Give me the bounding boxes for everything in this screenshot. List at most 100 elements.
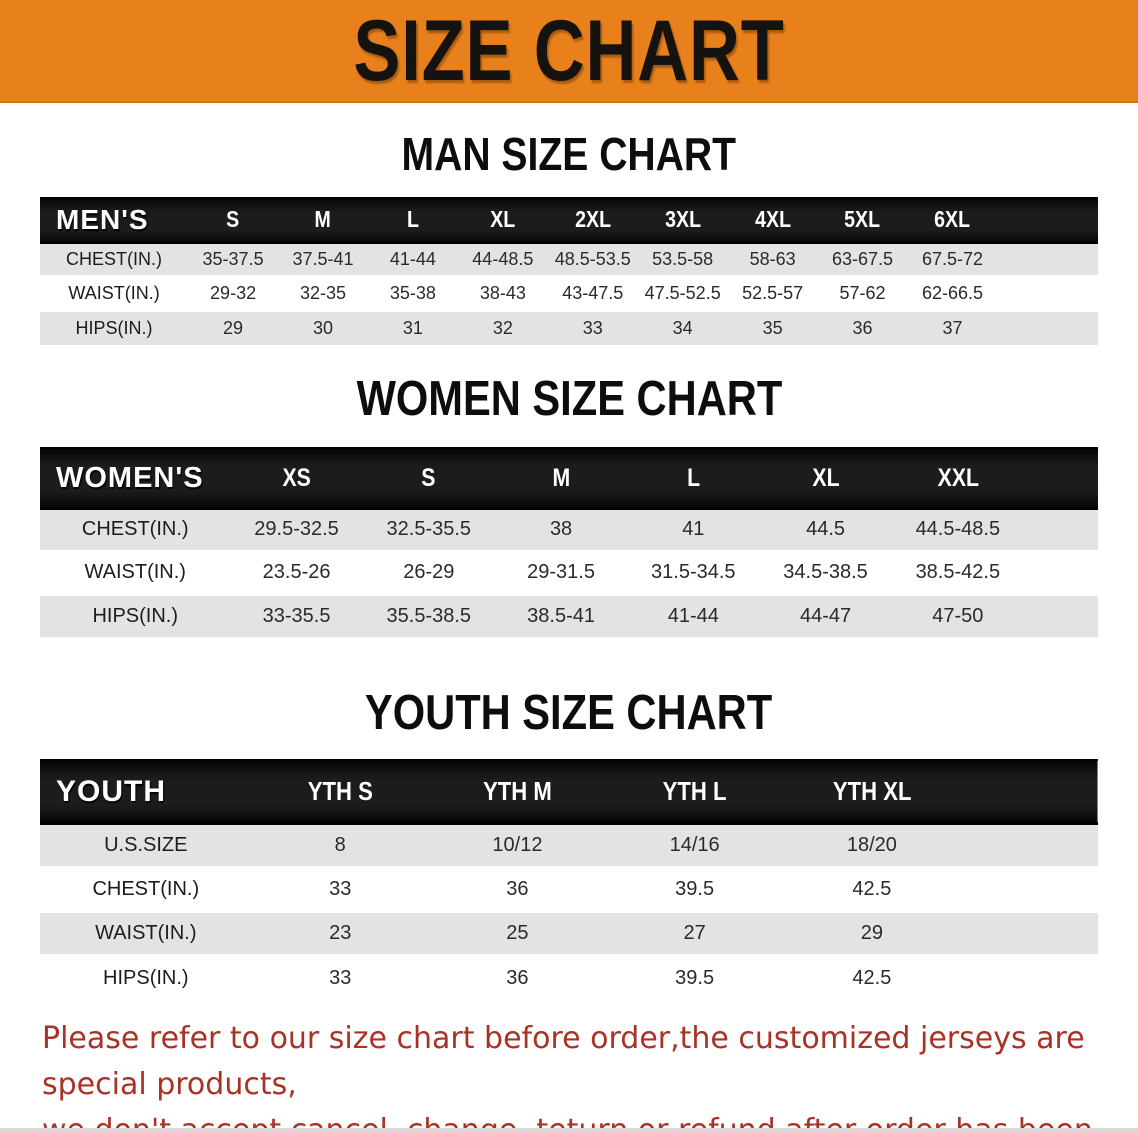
size-column-header: XL <box>457 196 548 245</box>
size-column-header-text: YTH M <box>483 776 552 807</box>
size-value-cell: 38 <box>549 518 573 541</box>
size-column-header-text: 3XL <box>664 206 701 233</box>
size-column-header: M <box>494 447 628 510</box>
size-value-cell: 44-47 <box>799 605 852 628</box>
measurement-row: CHEST(IN.) 33 36 39.5 42.5 <box>40 867 1098 912</box>
row-label: CHEST(IN.) <box>81 518 189 541</box>
size-column-header-text: XXL <box>937 463 979 492</box>
section-title-women: WOMEN SIZE CHART <box>0 372 1138 427</box>
section-title-women-text: WOMEN SIZE CHART <box>356 371 782 426</box>
size-value-cell: 36 <box>506 966 529 989</box>
men-size-table: MEN'S S M L XL 2XL 3XL 4XL 5XL 6XL CHEST(IN.) 35-37… <box>40 196 1099 345</box>
size-column-header-text: S <box>421 463 436 492</box>
size-value-cell: 32 <box>492 317 513 338</box>
size-value-cell: 36 <box>506 877 529 900</box>
size-value-cell: 30 <box>312 317 333 338</box>
size-value-cell: 33 <box>329 877 352 900</box>
size-column-header-text: 5XL <box>844 206 881 233</box>
size-column-header-text: XL <box>811 463 840 492</box>
banner: SIZE CHART <box>0 0 1138 103</box>
row-filler-cell <box>960 867 1098 911</box>
row-filler-cell <box>1024 508 1098 551</box>
size-value-cell: 44.5 <box>806 518 846 541</box>
women-corner-label: WOMEN'S <box>40 447 231 510</box>
size-column-header-text: L <box>686 463 700 492</box>
size-value-cell: 44.5-48.5 <box>915 518 1001 541</box>
size-column-header: S <box>362 447 495 510</box>
size-value-cell: 29-31.5 <box>527 561 595 584</box>
section-title-men: MAN SIZE CHART <box>0 128 1138 181</box>
size-value-cell: 38-43 <box>479 283 526 304</box>
size-column-header-text: 2XL <box>574 206 611 233</box>
size-column-header: YTH S <box>251 759 429 825</box>
header-filler-cell <box>960 759 1098 825</box>
row-label: HIPS(IN.) <box>75 317 153 338</box>
size-column-header-text: YTH XL <box>832 776 912 807</box>
row-label: HIPS(IN.) <box>103 966 189 989</box>
size-value-cell: 62-66.5 <box>921 283 984 304</box>
size-column-header: XS <box>230 447 363 510</box>
measurement-row: WAIST(IN.) 23 25 27 29 <box>40 911 1098 956</box>
size-value-cell: 39.5 <box>675 877 715 900</box>
size-value-cell: 27 <box>683 921 706 944</box>
size-column-header: YTH L <box>606 759 784 825</box>
row-filler-cell <box>1024 551 1098 594</box>
men-corner-label: MEN'S <box>40 196 189 245</box>
row-label: WAIST(IN.) <box>95 921 197 944</box>
size-value-cell: 23 <box>329 921 352 944</box>
row-filler-cell <box>998 243 1099 277</box>
row-label: WAIST(IN.) <box>68 283 160 304</box>
size-value-cell: 35-37.5 <box>202 249 264 270</box>
measurement-row: WAIST(IN.) 29-32 32-35 35-38 38-43 43-47.5 47.… <box>40 276 1098 311</box>
section-title-men-text: MAN SIZE CHART <box>401 128 737 180</box>
size-column-header: 5XL <box>817 196 908 245</box>
size-value-cell: 58-63 <box>749 249 796 270</box>
size-value-cell: 44-48.5 <box>472 249 534 270</box>
youth-size-table: YOUTH YTH S YTH M YTH L YTH XL U.S.SIZE 8 10/12… <box>40 759 1098 1000</box>
size-value-cell: 33-35.5 <box>262 605 331 628</box>
banner-title-text: SIZE CHART <box>353 2 785 99</box>
size-value-cell: 35 <box>762 317 783 338</box>
size-value-cell: 8 <box>334 833 346 856</box>
measurement-row: HIPS(IN.) 29 30 31 32 33 34 35 36 37 <box>40 310 1098 345</box>
size-column-header: L <box>627 447 760 510</box>
measurement-row: U.S.SIZE 8 10/12 14/16 18/20 <box>40 823 1098 868</box>
size-value-cell: 47.5-52.5 <box>644 283 721 304</box>
row-label: WAIST(IN.) <box>84 561 186 584</box>
size-column-header-text: 4XL <box>754 206 791 233</box>
size-column-header-text: S <box>226 206 240 233</box>
size-value-cell: 14/16 <box>669 833 720 856</box>
size-column-header: YTH XL <box>783 759 961 825</box>
size-value-cell: 38.5-42.5 <box>915 561 1001 584</box>
size-value-cell: 41-44 <box>389 249 436 270</box>
section-youth: YOUTH SIZE CHART YOUTH YTH S YTH M YTH L YTH… <box>0 686 1138 1000</box>
size-value-cell: 29-32 <box>210 283 257 304</box>
size-value-cell: 63-67.5 <box>831 249 894 270</box>
size-value-cell: 10/12 <box>492 833 543 856</box>
size-value-cell: 41-44 <box>667 605 719 628</box>
size-value-cell: 42.5 <box>852 877 892 900</box>
size-column-header: YTH M <box>428 759 607 825</box>
row-filler-cell <box>960 911 1098 955</box>
size-column-header-text: XL <box>490 206 516 233</box>
size-value-cell: 48.5-53.5 <box>554 249 631 270</box>
size-column-header: 3XL <box>637 196 728 245</box>
table-header-row: YOUTH YTH S YTH M YTH L YTH XL <box>40 759 1098 825</box>
section-men: MAN SIZE CHART MEN'S S M L XL 2XL 3XL 4XL 5XL 6XL… <box>0 128 1138 345</box>
size-value-cell: 41 <box>682 518 705 541</box>
size-value-cell: 31.5-34.5 <box>651 561 736 584</box>
youth-corner-label: YOUTH <box>40 759 252 825</box>
size-value-cell: 57-62 <box>839 283 886 304</box>
size-column-header-text: XS <box>282 463 311 492</box>
row-label: CHEST(IN.) <box>66 249 163 270</box>
size-column-header-text: L <box>406 206 419 233</box>
measurement-row: WAIST(IN.) 23.5-26 26-29 29-31.5 31.5-34.5 34… <box>40 551 1098 595</box>
section-title-youth-text: YOUTH SIZE CHART <box>365 686 773 741</box>
size-column-header: XXL <box>891 447 1024 510</box>
youth-size-table-slot: YOUTH YTH S YTH M YTH L YTH XL U.S.SIZE 8 10/12… <box>0 759 1138 1000</box>
row-label: CHEST(IN.) <box>92 877 200 900</box>
size-column-header: L <box>367 196 458 245</box>
size-column-header: XL <box>759 447 892 510</box>
size-value-cell: 33 <box>329 966 352 989</box>
